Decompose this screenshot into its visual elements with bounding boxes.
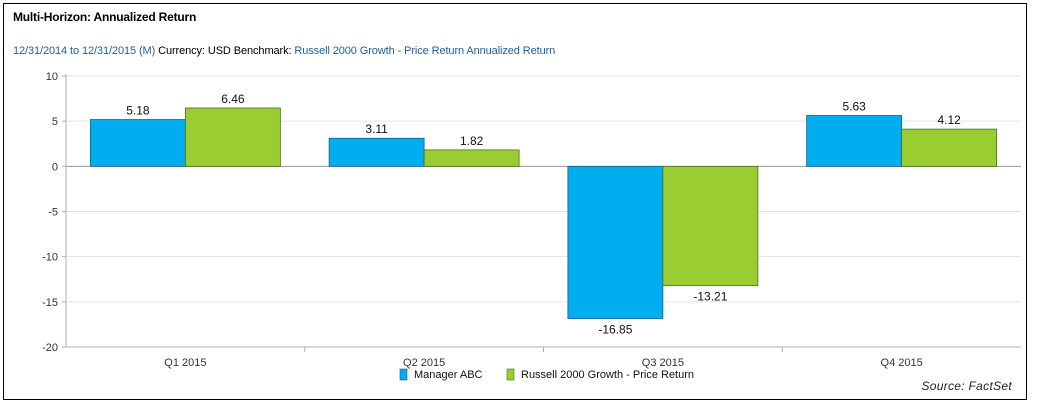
y-tick-label: -20	[42, 342, 58, 354]
bar-chart: 10 5 0 -5 -10 -15 -20 Q1 2015 5.18 6.46 Q2 2015 3.…	[42, 71, 1021, 381]
y-tick-label: 0	[52, 161, 58, 173]
bar-benchmark[interactable]	[184, 107, 281, 167]
bar-benchmark[interactable]	[662, 165, 759, 287]
subtitle-benchmark-label: Benchmark:	[233, 45, 292, 57]
y-tick-label: -5	[48, 207, 58, 219]
value-label: -16.85	[598, 323, 632, 337]
y-tick-label: -10	[42, 252, 58, 264]
value-label: 1.82	[460, 134, 484, 148]
bar-manager[interactable]	[806, 115, 903, 167]
x-tick-label: Q1 2015	[164, 357, 206, 369]
subtitle-currency: Currency: USD	[158, 45, 231, 57]
value-label: 5.18	[126, 104, 150, 118]
y-tick-label: 5	[52, 116, 58, 128]
x-tick-label: Q3 2015	[642, 357, 684, 369]
legend: Manager ABC Russell 2000 Growth - Price R…	[399, 368, 694, 381]
x-tick-label: Q4 2015	[881, 357, 923, 369]
legend-swatch	[506, 368, 515, 381]
bar-manager[interactable]	[89, 119, 186, 167]
chart-frame: Multi-Horizon: Annualized Return 12/31/2…	[3, 3, 1027, 400]
bar-benchmark[interactable]	[423, 149, 520, 167]
value-label: -13.21	[693, 290, 727, 304]
label-layer: Q1 2015 5.18 6.46 Q2 2015 3.11 1.82 Q3 2015 -16…	[126, 92, 961, 369]
legend-swatch	[399, 368, 408, 381]
subtitle-period: 12/31/2014 to 12/31/2015 (M)	[13, 45, 156, 57]
value-label: 4.12	[937, 113, 961, 127]
bar-manager[interactable]	[328, 137, 425, 167]
bar-manager[interactable]	[567, 165, 664, 319]
y-tick-label: 10	[46, 71, 58, 83]
x-tick-label: Q2 2015	[403, 357, 445, 369]
chart-title: Multi-Horizon: Annualized Return	[13, 10, 197, 24]
legend-label: Manager ABC	[414, 369, 483, 381]
bar-benchmark[interactable]	[901, 128, 998, 167]
value-label: 5.63	[842, 99, 866, 113]
bar-layer	[89, 107, 998, 319]
y-tick-label: -15	[42, 297, 58, 309]
chart-subtitle: 12/31/2014 to 12/31/2015 (M) Currency: U…	[13, 45, 555, 57]
value-label: 6.46	[221, 92, 245, 106]
source-note: Source: FactSet	[921, 379, 1012, 393]
value-label: 3.11	[365, 122, 388, 136]
subtitle-benchmark: Russell 2000 Growth - Price Return Annua…	[294, 45, 556, 57]
legend-label: Russell 2000 Growth - Price Return	[521, 369, 694, 381]
